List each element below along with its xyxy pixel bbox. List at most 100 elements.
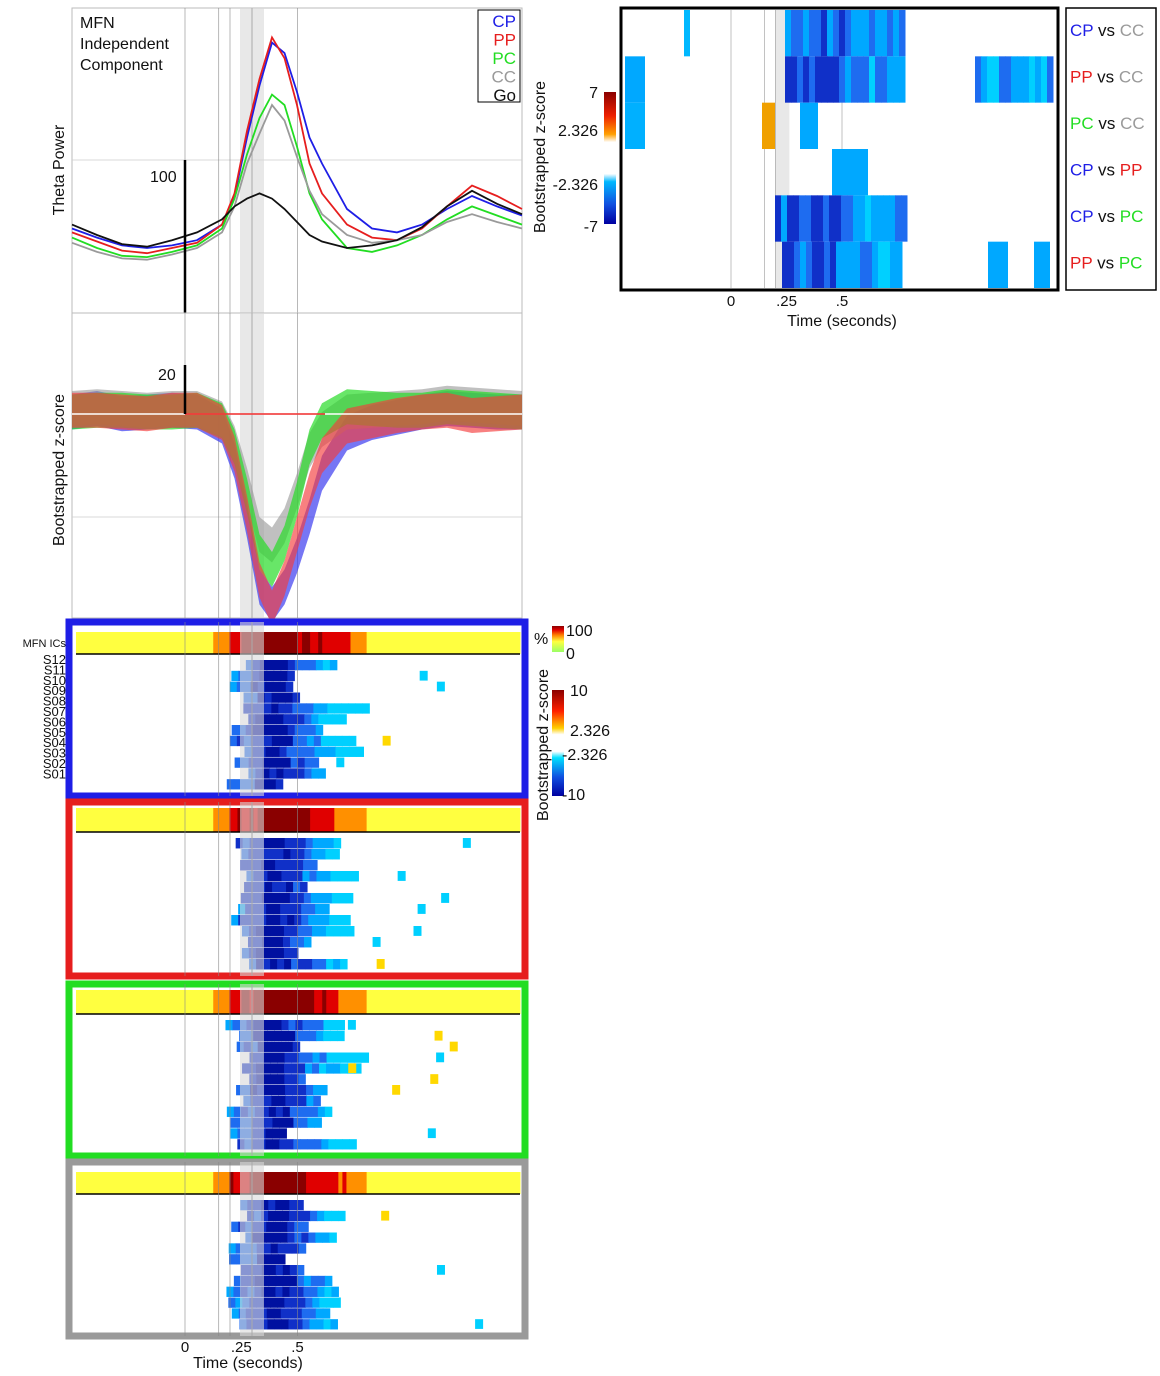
subject-row-cell [294, 660, 303, 671]
comparison-cell [762, 102, 775, 149]
percent-strip-cell [112, 808, 117, 832]
percent-strip-cell [293, 632, 299, 654]
percent-strip-cell [423, 1172, 428, 1194]
subject-row-cell [329, 1232, 337, 1243]
comparison-cell [791, 10, 798, 57]
subject-row-cell [261, 937, 270, 948]
percent-strip-cell [152, 632, 158, 654]
subject-row-cell [300, 746, 308, 757]
percent-strip-cell [330, 632, 335, 654]
subject-row-cell [302, 1020, 310, 1031]
percent-strip-cell [374, 1172, 380, 1194]
subject-row-cell [307, 1139, 315, 1150]
subject-row-cell [295, 871, 303, 882]
subject-row-cell [427, 1128, 436, 1139]
subject-row-cell [319, 959, 327, 970]
percent-strip-cell [475, 1172, 481, 1194]
subject-row-cell [337, 871, 345, 882]
subject-row-cell [288, 1020, 296, 1031]
comparison-cell [836, 241, 843, 288]
percent-strip-cell [390, 632, 396, 654]
percent-strip-cell [213, 990, 218, 1014]
percent-strip-cell [427, 632, 432, 654]
subject-row-cell [298, 959, 306, 970]
subject-row-cell [294, 1221, 302, 1232]
percent-strip-cell [318, 990, 323, 1014]
percent-strip-cell [152, 1172, 158, 1194]
percent-strip-cell [120, 1172, 125, 1194]
percent-strip-cell [419, 808, 424, 832]
comparison-cell [794, 241, 801, 288]
percent-strip-cell [281, 632, 287, 654]
subject-row-cell [301, 1232, 309, 1243]
subject-row-cell [262, 849, 270, 860]
percent-strip-cell [104, 808, 109, 832]
percent-strip-cell [338, 808, 343, 832]
subject-row-cell [283, 714, 291, 725]
time-tick: .5 [291, 1339, 304, 1356]
percent-strip-cell [273, 1172, 279, 1194]
subject-row-cell [318, 768, 326, 779]
percent-strip-cell [386, 990, 392, 1014]
subject-row-cell [341, 703, 349, 714]
subject-row-cell [263, 1074, 271, 1085]
subject-row-cell [289, 893, 298, 904]
percent-strip-cell [358, 632, 364, 654]
subject-row-cell [284, 1052, 293, 1063]
percent-strip-cell [455, 1172, 460, 1194]
comparison-cell [815, 56, 822, 103]
subject-row-cell [276, 926, 285, 937]
percent-strip-cell [225, 632, 230, 654]
row-label-subject: S09 [43, 683, 66, 698]
subject-row-cell [266, 660, 275, 671]
percent-strip-cell [439, 632, 444, 654]
subject-row-cell [265, 1139, 273, 1150]
subject-row-cell [268, 860, 276, 871]
subject-row-cell [315, 915, 323, 926]
percent-strip-cell [398, 990, 404, 1014]
comparison-cell [805, 195, 812, 242]
subject-row-cell [287, 670, 295, 682]
percent-strip-cell [507, 808, 513, 832]
subject-row-cell [284, 1074, 292, 1085]
percent-strip-cell [164, 990, 170, 1014]
percent-strip-cell [281, 990, 287, 1014]
percent-strip-cell [362, 990, 368, 1014]
percent-strip-cell [213, 632, 218, 654]
subject-row-cell [284, 838, 293, 849]
subject-row-cell [291, 1297, 299, 1308]
subject-row-cell [300, 1139, 308, 1150]
subject-row-cell [280, 915, 288, 926]
subject-row-cell [355, 703, 363, 714]
comparison-cell [881, 56, 888, 103]
percent-strip-cell [366, 632, 372, 654]
comparison-cell [899, 10, 906, 57]
subject-row-cell [261, 1275, 270, 1287]
subject-row-cell [356, 746, 364, 757]
subject-row-cell [271, 1085, 279, 1096]
percent-strip-cell [221, 1172, 226, 1194]
subject-row-cell [314, 746, 322, 757]
subject-row-cell [312, 959, 320, 970]
subject-row-cell [280, 904, 288, 915]
raster-box-frame-PC [65, 980, 529, 1160]
percent-strip-cell [289, 1172, 295, 1194]
raster-box-CP [65, 618, 529, 800]
comparison-cell [875, 56, 882, 103]
subject-row-cell [280, 1232, 288, 1243]
subject-row-cell [264, 1095, 272, 1107]
percent-strip-cell [104, 1172, 109, 1194]
subject-row-cell [349, 746, 357, 757]
percent-strip-cell [310, 990, 315, 1014]
percent-strip-cell [386, 632, 392, 654]
percent-strip-cell [451, 632, 456, 654]
percent-strip-cell [269, 990, 275, 1014]
subject-row-cell [347, 1052, 356, 1063]
percent-strip-cell [427, 990, 432, 1014]
percent-strip-cell [168, 1172, 174, 1194]
subject-row-cell [270, 959, 278, 970]
subject-row-cell [312, 1063, 320, 1074]
percent-strip-cell [128, 990, 134, 1014]
comparison-label: CP vs CC [1070, 21, 1144, 40]
subject-row-cell [354, 1052, 363, 1063]
